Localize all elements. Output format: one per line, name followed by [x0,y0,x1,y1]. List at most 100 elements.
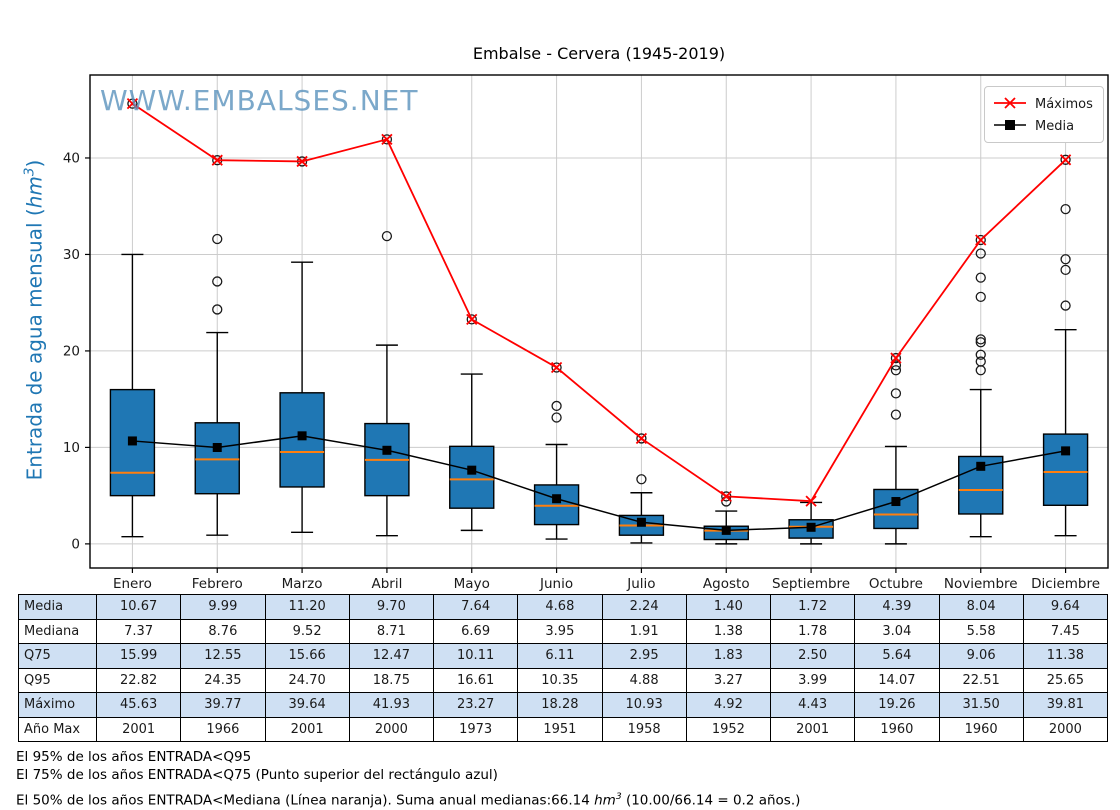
outlier-point [551,362,562,373]
value-cell: 25.65 [1022,667,1109,693]
value-cell: 15.66 [264,643,350,669]
maximos-marker-icon [993,95,1027,114]
maximos-marker [296,155,308,168]
value-cell: 4.43 [769,692,856,718]
footer-line-q95: El 95% de los años ENTRADA<Q95 [16,749,252,765]
maximos-marker [381,133,393,145]
value-cell: 1.38 [685,618,772,644]
y-tick-label: 10 [63,440,80,456]
maximos-marker [550,361,563,374]
value-cell: 11.20 [264,594,350,620]
media-marker [721,525,731,535]
value-cell: 4.68 [517,594,603,620]
box [1042,433,1089,506]
media-marker [636,517,646,527]
value-cell: 11.38 [1022,643,1109,669]
media-marker [552,494,562,504]
value-cell: 41.93 [348,692,435,718]
maximos-marker [720,490,732,503]
value-cell: 1973 [432,716,519,742]
box [449,445,495,509]
legend: Máximos Media [984,86,1104,143]
row-label-cell: Mediana [18,618,97,644]
outlier-point [975,248,986,259]
value-cell: 23.27 [432,692,519,718]
footer-unit: hm [594,792,616,809]
value-cell: 9.99 [180,594,266,620]
legend-label-media: Media [1035,118,1075,134]
x-tick-label: Septiembre [772,576,850,592]
maximos-marker [1059,154,1072,166]
outlier-point [466,314,477,325]
table-row: Q75 15.99 12.55 15.66 12.47 10.11 6.11 2.95 1.83… [18,643,1109,669]
outlier-point [975,272,986,283]
value-cell: 8.71 [348,618,435,644]
value-cell: 3.95 [517,618,603,644]
value-cell: 45.63 [95,692,182,718]
value-cell: 3.27 [685,667,772,693]
x-tick-label: Noviembre [944,576,1018,592]
table-row: Máximo 45.63 39.77 39.64 41.93 23.27 18.28 10.9… [18,692,1109,718]
value-cell: 2001 [769,716,856,742]
value-cell: 1958 [601,716,687,742]
value-cell: 14.07 [854,667,940,693]
value-cell: 1960 [854,716,940,742]
outlier-point [890,388,902,399]
y-axis-unit: hm [22,176,47,209]
outlier-point [127,98,138,109]
outlier-point [1060,154,1071,165]
outlier-point [636,474,647,485]
media-line [132,435,1066,532]
stats-table: Media 10.67 9.99 11.20 9.70 7.64 4.68 2.24 1.40 1… [18,594,1109,742]
media-marker [297,431,307,441]
value-cell: 22.82 [95,667,182,693]
maximos-marker [466,313,478,326]
value-cell: 2001 [264,716,350,742]
media-marker [127,436,137,446]
outlier-point [1060,300,1071,311]
value-cell: 39.81 [1022,692,1109,718]
x-tick-label: Mayo [454,576,490,592]
media-marker [976,461,986,471]
plot-border [89,74,1109,569]
media-marker-icon [993,117,1027,136]
outlier-point [975,349,986,360]
value-cell: 12.47 [348,643,435,669]
boxplot-chart: 0 10 20 30 40 Enero Febrero Marzo Abril Mayo Junio… [63,74,1109,592]
footer-line-mediana-text: El 50% de los años ENTRADA<Mediana (Líne… [16,792,595,809]
box [194,422,240,495]
x-tick-label: Junio [539,576,573,592]
value-cell: 18.28 [517,692,603,718]
media-marker [1061,446,1071,456]
value-cell: 1.91 [601,618,687,644]
footer-line-mediana-suffix: (10.00/66.14 = 0.2 años.) [621,792,801,809]
value-cell: 1.72 [769,594,856,620]
media-marker [212,442,222,452]
value-cell: 7.64 [432,594,519,620]
value-cell: 10.67 [95,594,182,620]
x-tick-label: Agosto [703,576,750,592]
outlier-point [975,234,986,246]
outlier-point [890,409,902,420]
y-axis-unit-exponent: 3 [21,167,38,177]
value-cell: 2.50 [769,643,856,669]
value-cell: 24.70 [264,667,350,693]
maximos-marker [805,495,817,507]
media-marker [806,522,816,532]
legend-entry-maximos: Máximos [993,93,1095,115]
value-cell: 9.64 [1022,594,1109,620]
maximos-marker [211,154,223,166]
value-cell: 6.69 [432,618,519,644]
media-marker [467,465,477,475]
value-cell: 1951 [517,716,603,742]
maximos-line [131,102,1067,503]
value-cell: 1.83 [685,643,772,669]
outlier-point [212,304,223,315]
footer-line-q75: El 75% de los años ENTRADA<Q75 (Punto su… [16,767,498,783]
table-row: Q95 22.82 24.35 24.70 18.75 16.61 10.35 4.88 3.2… [18,667,1109,693]
outlier-point [890,365,902,376]
y-axis-label-text: Entrada de agua mensual ( [22,208,47,481]
outlier-point [212,233,223,245]
outlier-point [975,334,986,345]
row-label-cell: Q95 [18,667,97,693]
